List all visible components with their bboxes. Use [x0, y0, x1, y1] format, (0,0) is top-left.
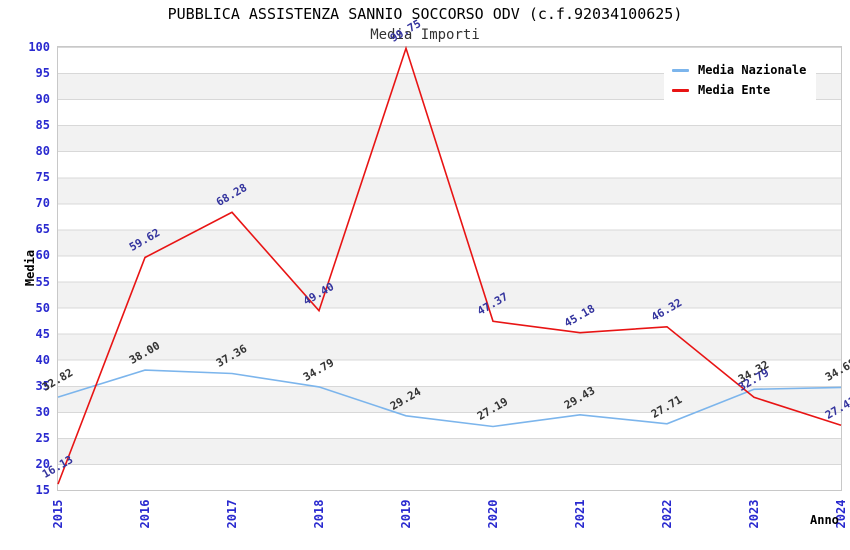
legend-label: Media Ente — [698, 83, 771, 97]
x-tick-label: 2016 — [138, 499, 152, 529]
y-axis-title: Media — [23, 249, 37, 287]
x-tick-label: 2021 — [573, 499, 587, 529]
x-tick-label: 2023 — [747, 499, 761, 529]
y-tick-label: 95 — [35, 66, 50, 81]
x-tick-label: 2015 — [51, 499, 65, 529]
y-tick-label: 25 — [35, 430, 50, 445]
legend-swatch-icon — [672, 88, 689, 92]
legend: Media Nazionale Media Ente — [664, 54, 817, 106]
y-tick-label: 30 — [35, 404, 50, 419]
y-tick-label: 75 — [35, 170, 50, 185]
y-tick-label: 35 — [35, 378, 50, 393]
chart-subtitle: Media Importi — [370, 27, 480, 43]
y-tick-label: 50 — [35, 300, 50, 315]
legend-swatch-icon — [672, 68, 689, 72]
y-tick-label: 45 — [35, 326, 50, 341]
x-axis-title: Anno — [810, 513, 839, 527]
y-tick-label: 40 — [35, 352, 50, 367]
x-tick-label: 2020 — [486, 499, 500, 529]
x-tick-label: 2018 — [312, 499, 326, 529]
plot-area — [57, 46, 842, 491]
y-tick-label: 65 — [35, 222, 50, 237]
y-tick-label: 80 — [35, 144, 50, 159]
y-tick-label: 20 — [35, 456, 50, 471]
x-tick-label: 2017 — [225, 499, 239, 529]
legend-item-media-ente: Media Ente — [672, 80, 806, 100]
chart-title: PUBBLICA ASSISTENZA SANNIO SOCCORSO ODV … — [167, 5, 683, 23]
legend-label: Media Nazionale — [698, 63, 807, 77]
legend-item-media-nazionale: Media Nazionale — [672, 60, 806, 80]
x-tick-label: 2019 — [399, 499, 413, 529]
y-tick-label: 15 — [35, 483, 50, 497]
y-tick-label: 90 — [35, 92, 50, 107]
y-tick-label: 85 — [35, 118, 50, 133]
x-tick-label: 2022 — [660, 499, 674, 529]
y-tick-label: 70 — [35, 196, 50, 211]
